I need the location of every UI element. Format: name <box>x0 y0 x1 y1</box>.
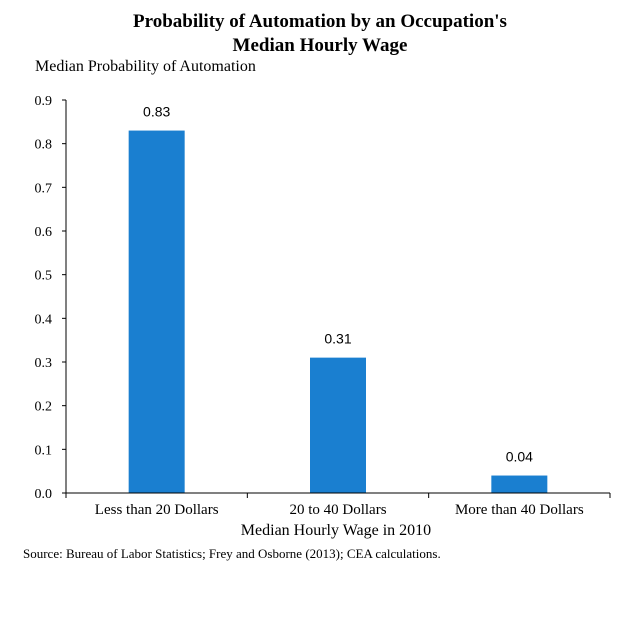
x-category-label: 20 to 40 Dollars <box>289 502 386 518</box>
bar <box>491 475 548 493</box>
x-category-label: Less than 20 Dollars <box>95 502 219 518</box>
source-note: Source: Bureau of Labor Statistics; Frey… <box>23 546 441 561</box>
x-category-label: More than 40 Dollars <box>455 502 584 518</box>
y-tick-label: 0.1 <box>35 443 53 458</box>
y-axis-label: Median Probability of Automation <box>35 58 256 75</box>
y-tick-label: 0.2 <box>35 400 53 415</box>
bar <box>310 357 366 493</box>
y-tick-label: 0.7 <box>35 181 53 196</box>
y-tick-label: 0.4 <box>35 312 53 327</box>
bars: 0.83 0.31 0.04 <box>128 104 548 494</box>
y-axis: 0.0 0.1 0.2 0.3 0.4 0.5 0.6 0.7 0.8 0.9 <box>35 94 67 502</box>
y-tick-label: 0.3 <box>35 356 53 371</box>
y-tick-label: 0.8 <box>35 138 53 153</box>
bar <box>128 130 185 494</box>
y-tick-label: 0.0 <box>35 487 53 502</box>
y-tick-label: 0.6 <box>35 225 53 240</box>
y-tick-label: 0.9 <box>35 94 53 109</box>
data-label: 0.31 <box>324 331 351 347</box>
data-label: 0.83 <box>143 104 170 120</box>
chart-title-line-1: Probability of Automation by an Occupati… <box>133 11 507 32</box>
data-label: 0.04 <box>506 449 533 465</box>
y-tick-label: 0.5 <box>35 269 53 284</box>
chart-title-line-2: Median Hourly Wage <box>233 35 408 56</box>
x-axis-label: Median Hourly Wage in 2010 <box>241 522 431 539</box>
x-axis: Less than 20 Dollars 20 to 40 Dollars More… <box>65 492 611 518</box>
